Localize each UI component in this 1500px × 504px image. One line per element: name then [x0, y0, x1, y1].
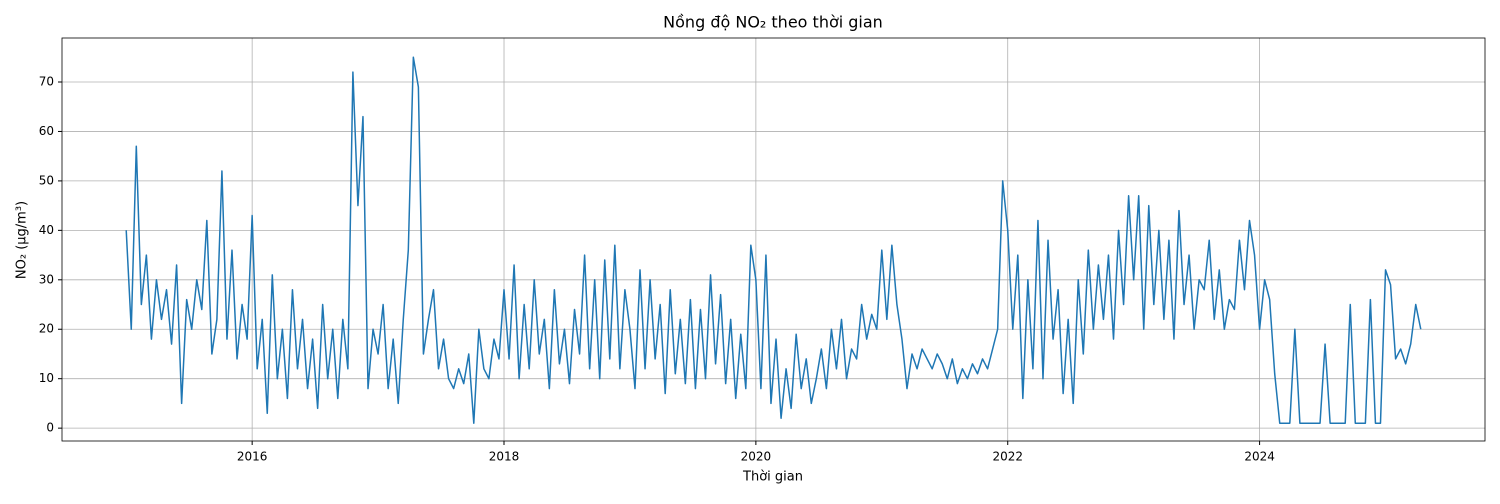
- y-tick-label: 50: [39, 173, 54, 187]
- y-tick-label: 70: [39, 75, 54, 89]
- x-tick-label: 2024: [1244, 450, 1275, 464]
- y-axis-label: NO₂ (µg/m³): [15, 201, 30, 279]
- plot-frame: [61, 37, 1486, 442]
- data-line: [125, 56, 1422, 424]
- y-tick-label: 40: [39, 223, 54, 237]
- chart-title: Nồng độ NO₂ theo thời gian: [663, 13, 883, 32]
- y-tick-label: 60: [39, 124, 54, 138]
- y-tick-label: 0: [46, 421, 54, 435]
- y-tick-label: 10: [39, 371, 54, 385]
- y-tick-label: 30: [39, 272, 54, 286]
- x-tick-label: 2020: [741, 450, 772, 464]
- x-tick-label: 2022: [992, 450, 1023, 464]
- x-axis-label: Thời gian: [742, 470, 803, 485]
- x-tick-label: 2018: [489, 450, 520, 464]
- x-tick-label: 2016: [237, 450, 268, 464]
- y-tick-label: 20: [39, 322, 54, 336]
